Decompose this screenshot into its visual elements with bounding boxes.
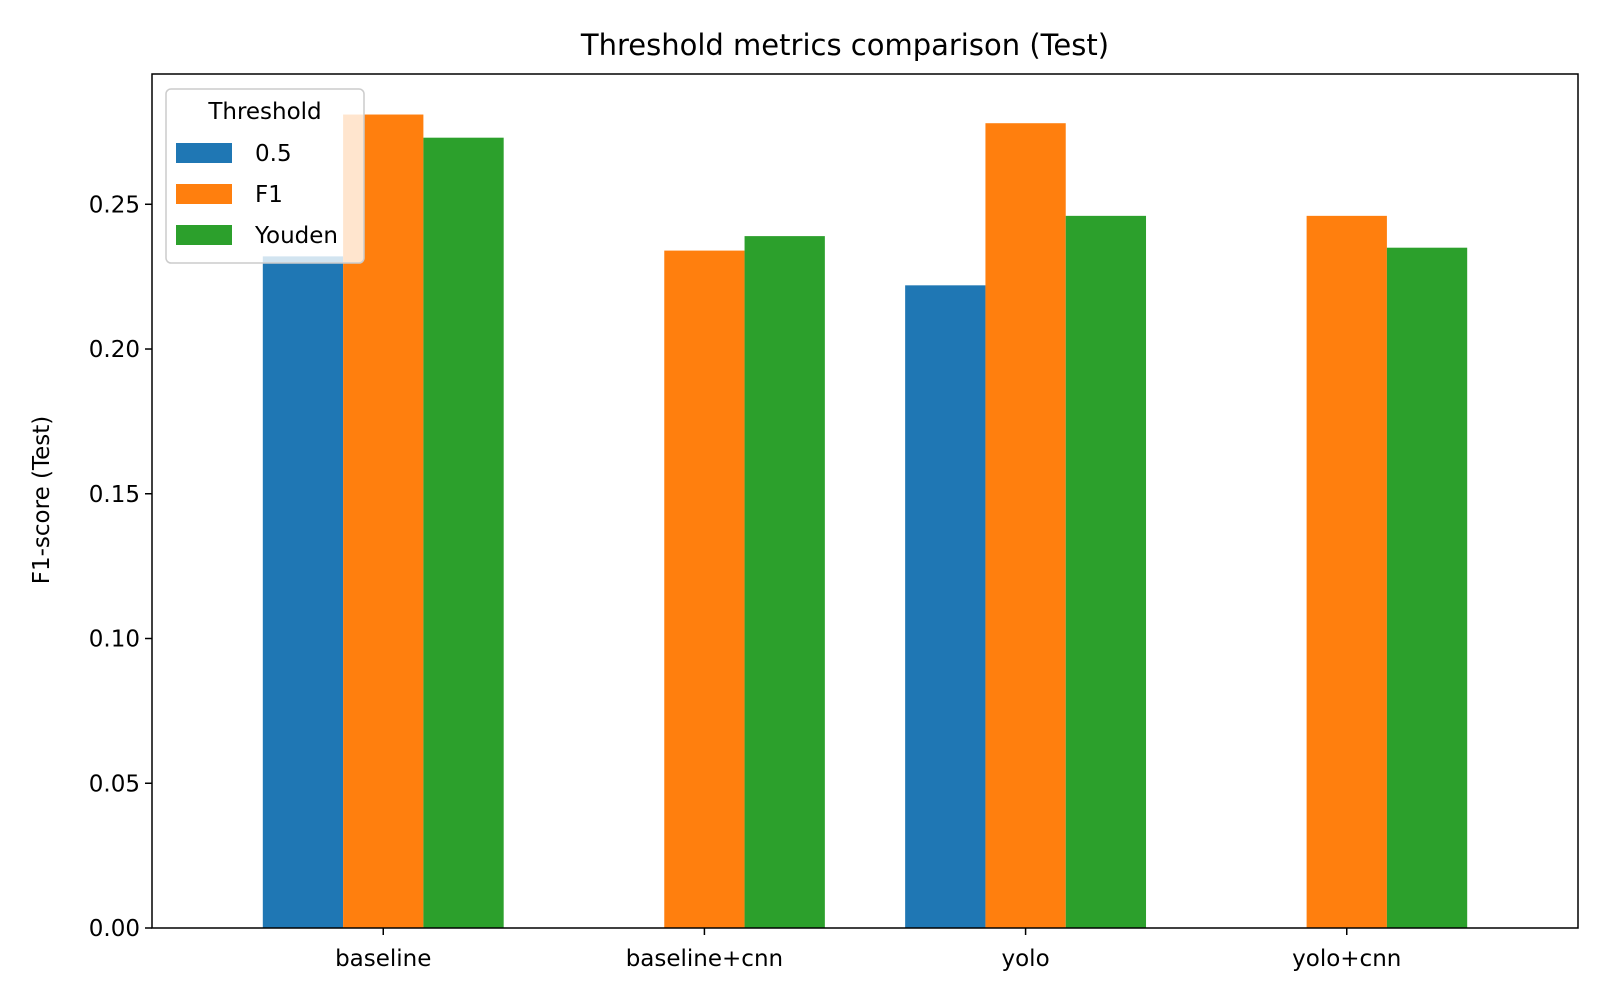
bar-youden-yolo-cnn [1386, 247, 1468, 928]
x-tick-label: yolo [1002, 946, 1050, 972]
y-axis: 0.00 0.05 0.10 0.15 0.20 0.25 [89, 192, 152, 942]
y-tick-label: 0.20 [89, 337, 140, 363]
x-tick-label: yolo+cnn [1292, 946, 1401, 972]
legend-swatch [176, 143, 232, 163]
legend-label: F1 [255, 182, 283, 208]
y-axis-label: F1-score (Test) [29, 416, 55, 585]
bar-f1-yolo-cnn [1306, 215, 1387, 929]
bars-group [262, 114, 1468, 929]
y-tick-label: 0.15 [89, 482, 140, 508]
legend-swatch [176, 184, 232, 204]
legend-label: Youden [254, 223, 338, 249]
legend-box [165, 88, 365, 264]
legend: Threshold 0.5 F1 Youden [165, 88, 365, 264]
y-tick-label: 0.05 [89, 771, 140, 797]
bar-f1-baseline-cnn [664, 250, 745, 928]
y-tick-label: 0.00 [89, 916, 140, 942]
bar-youden-baseline [423, 137, 504, 929]
x-tick-label: baseline+cnn [626, 946, 783, 972]
bar-youden-yolo [1065, 215, 1147, 929]
plot-frame [151, 73, 1579, 929]
x-axis: baseline baseline+cnn yolo yolo+cnn [335, 928, 1401, 972]
legend-label: 0.5 [255, 141, 292, 167]
y-tick-label: 0.10 [89, 627, 140, 653]
chart-title: Threshold metrics comparison (Test) [580, 28, 1109, 62]
legend-swatch [176, 225, 232, 245]
bar-youden-baseline-cnn [744, 236, 825, 929]
y-tick-label: 0.25 [89, 192, 140, 218]
bar-0-5-yolo [905, 285, 986, 928]
legend-title: Threshold [207, 99, 321, 125]
x-tick-label: baseline [335, 946, 431, 972]
bar-f1-yolo [985, 123, 1066, 928]
bar-0-5-baseline [262, 256, 344, 929]
